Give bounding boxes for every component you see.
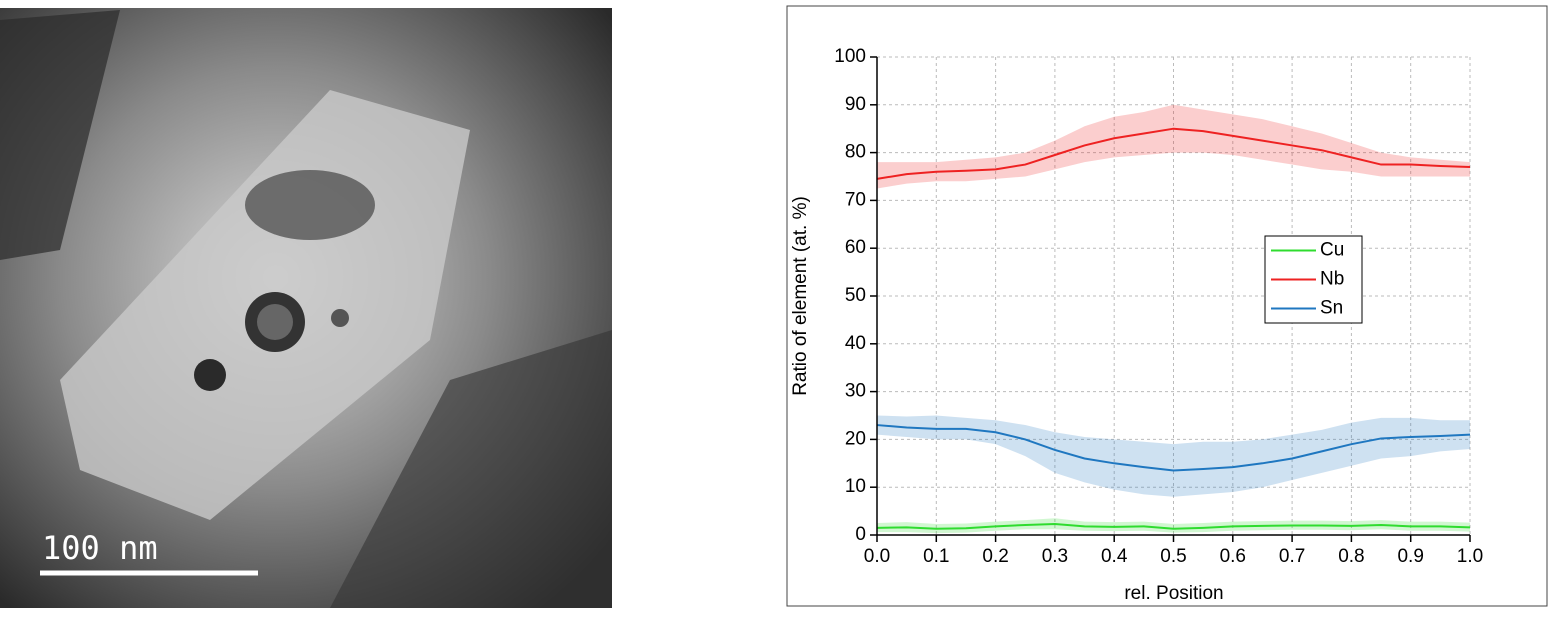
- x-tick-label: 0.7: [1279, 546, 1305, 567]
- y-tick-label: 10: [845, 476, 866, 497]
- x-tick-label: 0.6: [1220, 546, 1246, 567]
- y-tick-label: 80: [845, 142, 866, 163]
- scale-bar-label: 100 nm: [42, 529, 158, 567]
- x-tick-label: 1.0: [1457, 546, 1483, 567]
- x-tick-label: 0.1: [923, 546, 949, 567]
- error-band: [877, 104, 1470, 189]
- micrograph: 100 nm: [0, 8, 612, 608]
- error-band: [877, 518, 1470, 534]
- y-tick-label: 60: [845, 237, 866, 258]
- y-tick-label: 40: [845, 333, 866, 354]
- legend-label: Nb: [1320, 269, 1344, 290]
- y-tick-label: 20: [845, 428, 866, 449]
- legend-label: Sn: [1320, 298, 1343, 319]
- y-axis-label: Ratio of element (at. %): [790, 196, 811, 396]
- y-tick-label: 50: [845, 285, 866, 306]
- x-tick-label: 0.2: [982, 546, 1008, 567]
- legend-label: Cu: [1320, 240, 1344, 261]
- series-line: [876, 127, 1471, 180]
- y-tick-label: 90: [845, 94, 866, 115]
- series-line: [876, 523, 1471, 530]
- x-tick-label: 0.0: [864, 546, 890, 567]
- y-tick-label: 70: [845, 189, 866, 210]
- x-tick-label: 0.8: [1338, 546, 1364, 567]
- x-tick-label: 0.4: [1101, 546, 1128, 567]
- x-tick-label: 0.5: [1160, 546, 1186, 567]
- y-tick-label: 30: [845, 381, 866, 402]
- error-band: [877, 415, 1470, 497]
- x-tick-label: 0.9: [1397, 546, 1423, 567]
- series-line: [876, 424, 1471, 472]
- y-tick-label: 0: [855, 524, 866, 545]
- x-axis-label: rel. Position: [1124, 583, 1223, 604]
- chart-frame: [786, 5, 1548, 607]
- x-tick-label: 0.3: [1042, 546, 1068, 567]
- y-tick-label: 100: [834, 46, 866, 67]
